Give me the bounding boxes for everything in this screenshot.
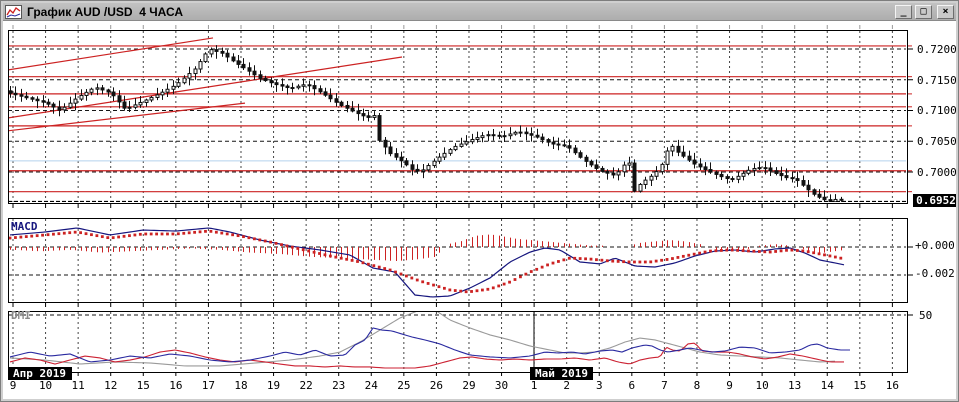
- x-axis-label: 24: [364, 379, 378, 392]
- x-axis-label: 12: [104, 379, 118, 392]
- x-axis-label: 11: [71, 379, 85, 392]
- x-axis-label: 10: [755, 379, 769, 392]
- x-axis-label: 9: [9, 379, 17, 392]
- x-axis-label: 26: [429, 379, 444, 392]
- price-panel: [9, 37, 906, 202]
- minimize-button[interactable]: _: [895, 4, 912, 19]
- x-axis-label: 16: [169, 379, 183, 392]
- current-price-badge: 0.6952: [913, 194, 959, 207]
- month-badge-april: Апр 2019: [8, 367, 72, 380]
- x-axis-label: 9: [726, 379, 733, 392]
- dmi-panel-label: DMI: [11, 309, 31, 322]
- dmi-tick-50: 50: [919, 309, 933, 322]
- x-axis-label: 3: [595, 379, 603, 392]
- vertical-gridlines: [12, 31, 893, 371]
- macd-histogram: [10, 234, 842, 261]
- x-axis-label: 1: [530, 379, 538, 392]
- x-axis-label: 15: [136, 379, 150, 392]
- x-axis-label: 14: [820, 379, 834, 392]
- x-axis-label: 2: [563, 379, 570, 392]
- x-axis-label: 7: [661, 379, 668, 392]
- title-bar[interactable]: График AUD /USD 4 ЧАСА _ □ ×: [3, 3, 956, 21]
- x-axis-label: 30: [494, 379, 509, 392]
- axis-ticks: [12, 25, 913, 376]
- macd-tick-zero: +0.000: [915, 239, 955, 252]
- macd-signal-dots: [9, 229, 843, 294]
- x-axis-label: 18: [234, 379, 248, 392]
- price-tick-0.7150: 0.7150: [917, 74, 957, 87]
- x-axis-label: 19: [266, 379, 281, 392]
- price-tick-0.7100: 0.7100: [917, 104, 957, 117]
- close-button[interactable]: ×: [937, 4, 954, 19]
- x-axis-label: 13: [788, 379, 802, 392]
- macd-tick-minus: -0.002: [915, 267, 955, 280]
- x-axis-label: 6: [628, 379, 636, 392]
- macd-panel-label: MACD: [11, 220, 38, 233]
- candles: [9, 45, 844, 202]
- window-title: График AUD /USD 4 ЧАСА: [27, 4, 184, 19]
- chart-icon: [5, 4, 22, 19]
- price-panel-frame: [8, 30, 908, 204]
- dmi-panel: [9, 312, 906, 371]
- x-axis-label: 22: [299, 379, 313, 392]
- x-axis-label: 16: [885, 379, 899, 392]
- price-tick-0.7000: 0.7000: [917, 166, 957, 179]
- x-axis-label: 10: [38, 379, 53, 392]
- x-axis-label: 23: [332, 379, 346, 392]
- maximize-button[interactable]: □: [915, 4, 932, 19]
- x-axis-label: 17: [201, 379, 216, 392]
- x-axis-label: 29: [462, 379, 476, 392]
- x-axis-label: 25: [397, 379, 411, 392]
- x-axis-label: 8: [693, 379, 701, 392]
- macd-panel: [9, 227, 906, 298]
- dmi-panel-frame: [8, 311, 908, 373]
- price-tick-0.7200: 0.7200: [917, 43, 957, 56]
- price-tick-0.7050: 0.7050: [917, 135, 957, 148]
- x-axis-label: 15: [853, 379, 867, 392]
- month-badge-may: Май 2019: [530, 367, 593, 380]
- macd-panel-frame: [8, 218, 908, 303]
